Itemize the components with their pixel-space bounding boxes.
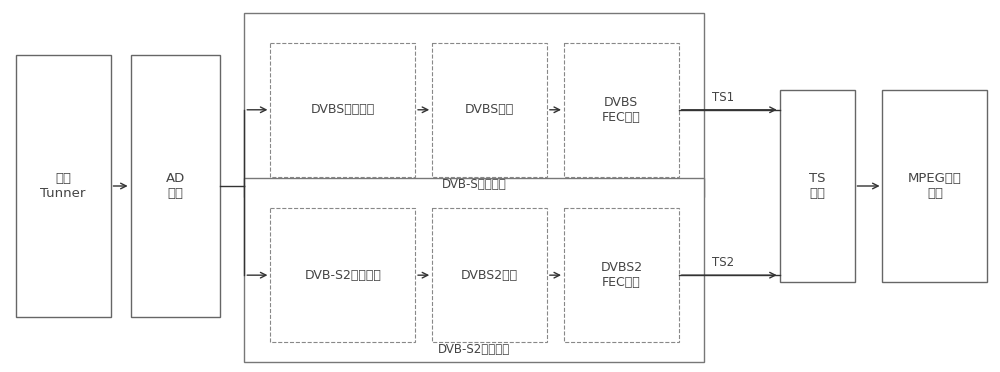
Text: TS2: TS2	[712, 256, 734, 269]
Text: DVBS均衡: DVBS均衡	[465, 103, 514, 116]
Text: DVB-S2解调模块: DVB-S2解调模块	[438, 343, 510, 356]
FancyBboxPatch shape	[131, 55, 220, 317]
Text: TS1: TS1	[712, 91, 734, 104]
FancyBboxPatch shape	[432, 42, 547, 177]
Text: AD
采样: AD 采样	[166, 172, 185, 200]
Text: TS
开关: TS 开关	[809, 172, 825, 200]
FancyBboxPatch shape	[270, 208, 415, 342]
FancyBboxPatch shape	[564, 208, 679, 342]
FancyBboxPatch shape	[882, 90, 987, 282]
FancyBboxPatch shape	[780, 90, 855, 282]
Text: DVBS2
FEC译码: DVBS2 FEC译码	[600, 261, 642, 289]
Text: MPEG解码
模块: MPEG解码 模块	[908, 172, 962, 200]
FancyBboxPatch shape	[244, 13, 704, 197]
FancyBboxPatch shape	[432, 208, 547, 342]
FancyBboxPatch shape	[564, 42, 679, 177]
Text: DVB-S2同步模块: DVB-S2同步模块	[304, 269, 381, 282]
Text: DVBS2均衡: DVBS2均衡	[461, 269, 518, 282]
Text: DVB-S解调模块: DVB-S解调模块	[442, 178, 506, 191]
FancyBboxPatch shape	[16, 55, 111, 317]
Text: DVBS同步模块: DVBS同步模块	[311, 103, 375, 116]
FancyBboxPatch shape	[244, 178, 704, 362]
FancyBboxPatch shape	[270, 42, 415, 177]
Text: 卫星
Tunner: 卫星 Tunner	[40, 172, 86, 200]
Text: DVBS
FEC译码: DVBS FEC译码	[602, 96, 641, 124]
